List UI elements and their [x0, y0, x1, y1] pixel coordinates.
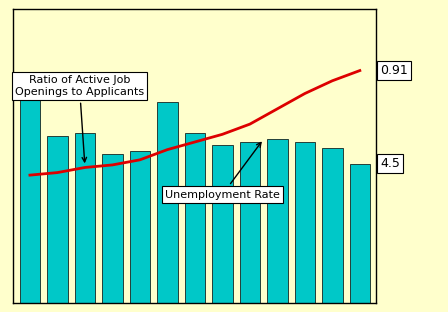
Bar — [240, 142, 260, 303]
Bar — [102, 154, 123, 303]
Text: 4.5: 4.5 — [380, 157, 400, 170]
Text: Unemployment Rate: Unemployment Rate — [165, 143, 280, 200]
Bar — [294, 142, 315, 303]
Bar — [212, 145, 233, 303]
Bar — [47, 136, 68, 303]
Bar — [157, 102, 178, 303]
Text: 0.91: 0.91 — [380, 64, 408, 77]
Bar — [349, 164, 370, 303]
Bar — [267, 139, 288, 303]
Bar — [75, 133, 95, 303]
Bar — [20, 80, 40, 303]
Bar — [129, 151, 150, 303]
Text: Ratio of Active Job
Openings to Applicants: Ratio of Active Job Openings to Applican… — [15, 75, 144, 162]
Bar — [185, 133, 205, 303]
Bar — [322, 148, 343, 303]
